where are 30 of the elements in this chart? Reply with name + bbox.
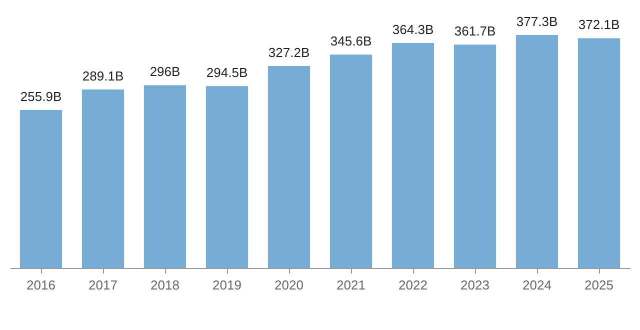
x-tick-label: 2025 — [584, 278, 614, 292]
bar — [516, 35, 558, 268]
bar — [454, 44, 496, 268]
data-label: 289.1B — [82, 68, 124, 84]
data-label: 327.2B — [268, 44, 310, 60]
data-label: 364.3B — [392, 22, 434, 38]
bar — [20, 110, 62, 268]
x-tick-label: 2018 — [150, 278, 180, 292]
bar — [144, 85, 186, 268]
x-tick-label: 2019 — [212, 278, 242, 292]
data-label: 296B — [150, 64, 180, 80]
data-label: 294.5B — [206, 65, 248, 80]
x-tick-label: 2022 — [398, 278, 428, 292]
data-label: 372.1B — [578, 17, 620, 32]
x-tick-label: 2023 — [460, 278, 490, 292]
bar — [206, 86, 248, 268]
data-label: 361.7B — [454, 24, 496, 39]
bar — [330, 54, 372, 268]
bar — [392, 43, 434, 268]
bar — [268, 66, 310, 268]
x-tick-label: 2016 — [26, 278, 56, 292]
bar — [82, 89, 124, 268]
bar — [578, 38, 620, 268]
data-label: 377.3B — [516, 14, 558, 29]
x-tick-label: 2020 — [274, 278, 304, 292]
x-tick-label: 2024 — [522, 278, 552, 292]
data-label: 345.6B — [330, 34, 372, 49]
x-tick-label: 2021 — [336, 278, 366, 292]
data-label: 255.9B — [20, 88, 62, 104]
x-tick-label: 2017 — [88, 278, 118, 292]
